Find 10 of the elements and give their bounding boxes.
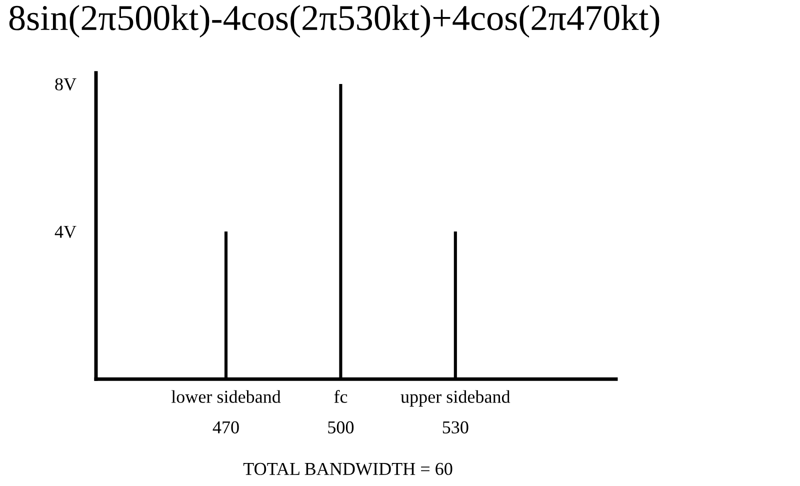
text: lower sideband [171, 390, 281, 403]
y-tick-label: 4V [54, 226, 76, 238]
x-tick-label: 470 [212, 421, 239, 434]
chart-title: 8sin(2π500kt)-4cos(2π530kt)+4cos(2π470kt) [9, 4, 660, 38]
text: TOTAL BANDWIDTH = 60 [243, 462, 452, 476]
text: upper sideband [400, 390, 510, 407]
x-tick-label: 530 [442, 421, 468, 434]
y-tick-label: 8V [55, 78, 76, 91]
x-tick-label: 500 [328, 421, 354, 434]
text: fc [334, 390, 348, 403]
